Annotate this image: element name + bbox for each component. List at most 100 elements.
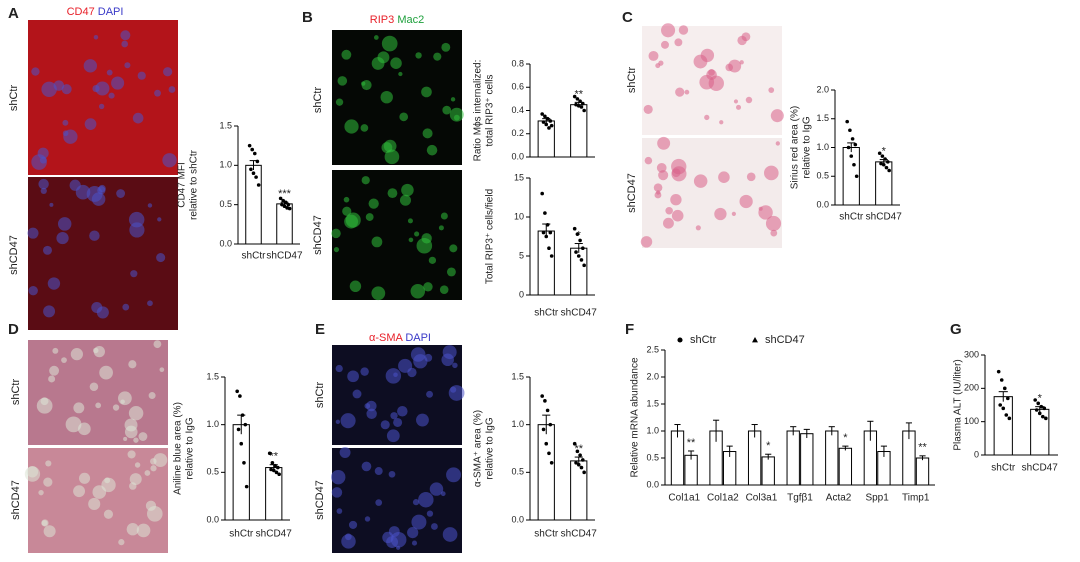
micrograph-texture: [95, 81, 110, 96]
micrograph-texture: [122, 303, 130, 311]
data-point: [1039, 404, 1044, 409]
panel-label: C: [622, 9, 633, 26]
micrograph-texture: [341, 49, 352, 60]
micrograph-texture: [69, 179, 81, 191]
micrograph-texture: [440, 212, 448, 220]
data-point: [286, 202, 291, 207]
micrograph-texture: [768, 87, 775, 94]
data-point: [850, 137, 855, 141]
micrograph-texture: [73, 402, 85, 414]
data-point: [998, 403, 1003, 407]
x-tick-label: Col3a1: [746, 493, 778, 504]
micrograph-texture: [331, 228, 341, 239]
micrograph-texture: [671, 166, 687, 182]
data-point: [236, 427, 241, 432]
micrograph-texture: [111, 76, 125, 90]
micrograph-texture: [162, 153, 177, 168]
y-axis-label: α-SMA⁺ area (%): [473, 410, 484, 487]
y-tick-label: 0.0: [511, 514, 524, 524]
micrograph-texture: [39, 156, 47, 164]
micrograph-texture: [337, 76, 348, 86]
micrograph-texture: [381, 142, 393, 153]
data-point: [540, 191, 544, 196]
data-point: [579, 105, 584, 109]
micrograph-texture: [336, 508, 343, 514]
micrograph-texture: [384, 149, 400, 165]
bar: [1030, 408, 1050, 456]
micrograph-texture: [661, 40, 669, 49]
micrograph: [28, 20, 178, 175]
legend-label: shCtr: [690, 334, 717, 346]
micrograph-texture: [426, 510, 434, 517]
data-point: [845, 119, 849, 124]
significance: *: [766, 440, 771, 452]
micrograph-texture: [410, 283, 426, 299]
micrograph-texture: [129, 482, 137, 490]
data-point: [574, 461, 578, 465]
micrograph-texture: [704, 114, 710, 121]
image-row-label: shCD47: [10, 480, 22, 520]
bar: [786, 430, 800, 486]
bar: [993, 396, 1013, 456]
data-point: [572, 94, 577, 99]
micrograph-texture: [331, 487, 343, 498]
y-axis-label: Plasma ALT (IU/liter): [953, 359, 964, 450]
data-point: [269, 467, 273, 472]
y-tick-label: 0.2: [511, 128, 524, 138]
micrograph: [332, 30, 462, 165]
micrograph-texture: [127, 450, 136, 459]
image-row-label: shCD47: [626, 173, 638, 213]
bar: [761, 456, 775, 486]
data-point: [543, 114, 547, 119]
micrograph-texture: [429, 482, 444, 496]
y-tick-label: 100: [964, 416, 979, 426]
y-tick-label: 0: [519, 289, 524, 299]
data-point: [255, 159, 260, 164]
data-point: [1033, 398, 1037, 402]
y-tick-label: 0.5: [219, 199, 232, 209]
x-tick-label: Acta2: [826, 493, 852, 504]
data-point: [853, 142, 858, 147]
micrograph-texture: [134, 462, 141, 468]
y-tick-label: 1.5: [219, 120, 232, 130]
micrograph-texture: [393, 372, 398, 378]
data-point: [582, 470, 586, 475]
micrograph-texture: [421, 233, 432, 244]
significance: *: [1038, 393, 1043, 405]
micrograph-texture: [128, 405, 144, 421]
micrograph-texture: [148, 392, 156, 400]
data-point: [582, 108, 586, 113]
micrograph-texture: [765, 215, 782, 232]
micrograph: [642, 138, 782, 248]
micrograph-texture: [40, 187, 47, 195]
y-tick-label: 0.6: [511, 82, 524, 92]
data-point: [575, 232, 580, 236]
micrograph-texture: [43, 305, 56, 318]
micrograph-texture: [78, 472, 91, 484]
micrograph-texture: [428, 256, 437, 265]
micrograph-texture: [407, 367, 417, 378]
micrograph-texture: [446, 467, 461, 483]
micrograph-texture: [386, 429, 400, 443]
x-tick-label: shCtr: [991, 463, 1016, 474]
micrograph-texture: [663, 217, 674, 229]
micrograph-texture: [70, 348, 83, 361]
bar: [245, 164, 262, 245]
data-point: [251, 171, 256, 175]
micrograph-texture: [133, 437, 139, 443]
micrograph-texture: [84, 118, 97, 130]
image-row-label: shCD47: [8, 235, 20, 275]
data-point: [545, 223, 550, 227]
micrograph-texture: [452, 362, 458, 369]
x-tick-label: shCD47: [1022, 463, 1059, 474]
micrograph-texture: [335, 98, 344, 106]
micrograph-texture: [62, 119, 69, 126]
micrograph-texture: [640, 236, 653, 248]
data-point: [880, 154, 885, 158]
bar: [232, 424, 250, 521]
micrograph-texture: [397, 405, 408, 417]
micrograph-texture: [361, 176, 370, 185]
micrograph-texture: [73, 485, 86, 498]
micrograph-texture: [387, 188, 398, 198]
bar: [747, 430, 762, 486]
